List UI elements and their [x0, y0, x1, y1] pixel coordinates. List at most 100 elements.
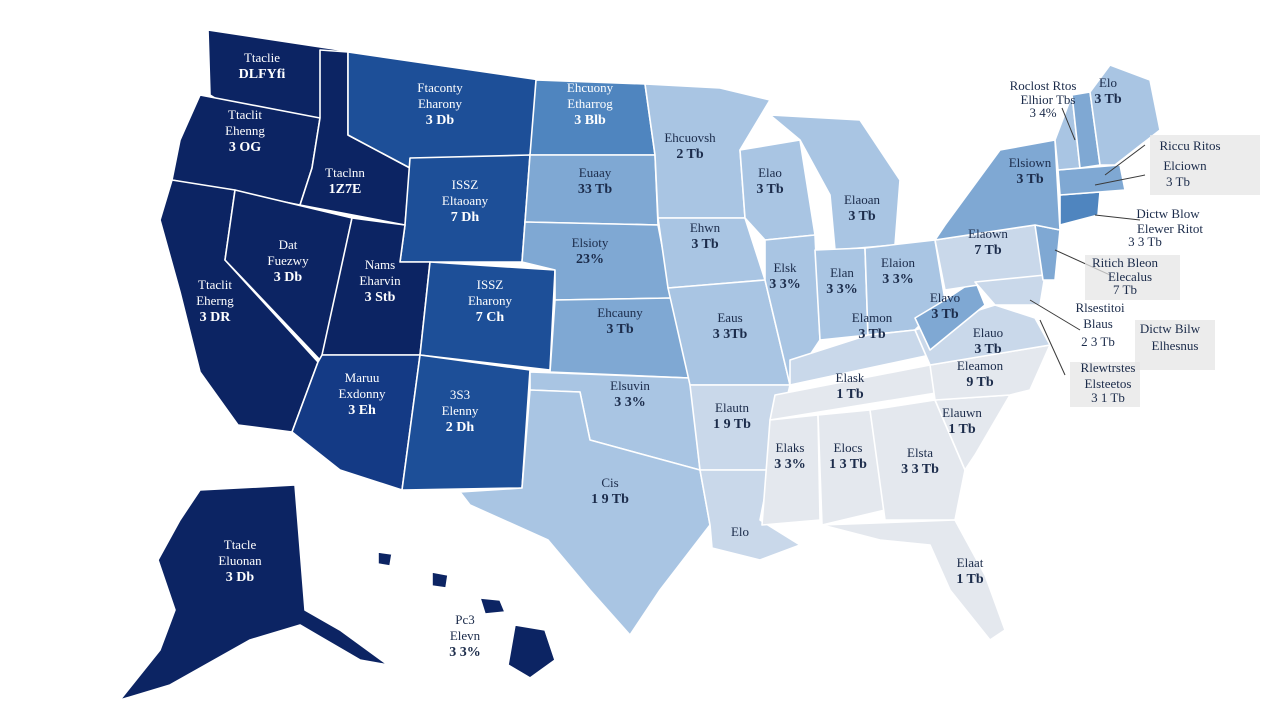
state-label-wi-name: Elao [758, 165, 782, 180]
state-label-tn-name: Elask [836, 370, 865, 385]
state-label-ok-stat: 3 3% [614, 395, 646, 410]
state-label-or-stat: Ehenng [225, 123, 265, 138]
callout-c3-line3: 3 3 Tb [1128, 234, 1162, 249]
callout-c6-line2: Elhesnus [1152, 338, 1199, 353]
callout-c5-line3: 2 3 Tb [1081, 334, 1115, 349]
callout-c2-line3: 3 Tb [1166, 174, 1190, 189]
state-label-fl-name: Elaat [957, 555, 984, 570]
state-md[interactable] [974, 274, 1046, 306]
state-label-nd-name: Ehcuony [567, 80, 614, 95]
callout-c2-box [1150, 135, 1260, 195]
state-label-in-name: Elan [830, 265, 854, 280]
state-label-al-name: Elocs [834, 440, 863, 455]
state-label-id-stat: 1Z7E [329, 182, 362, 197]
state-label-wy-extra: 7 Dh [451, 210, 480, 225]
state-label-ia-stat: 3 Tb [691, 237, 719, 252]
state-label-mi-name: Elaoan [844, 192, 881, 207]
state-label-al-stat: 1 3 Tb [829, 457, 867, 472]
state-label-sc-name: Elauwn [942, 405, 982, 420]
state-label-ca-stat: Eherng [196, 293, 234, 308]
state-label-nc-name: Eleamon [957, 358, 1004, 373]
state-label-va-stat: 3 Tb [974, 342, 1002, 357]
state-label-wv-stat: 3 Tb [931, 307, 959, 322]
state-label-hi-stat: Elevn [450, 628, 481, 643]
state-wy[interactable] [399, 154, 531, 263]
callout-c7-line2: Elsteetos [1085, 376, 1132, 391]
state-label-mo-stat: 3 3Tb [713, 327, 748, 342]
state-label-az-stat: Exdonny [339, 386, 386, 401]
state-me[interactable] [1089, 64, 1161, 166]
state-label-me-name: Elo [1099, 75, 1117, 90]
state-label-ca-name: Ttaclit [198, 277, 232, 292]
state-label-wi-stat: 3 Tb [756, 182, 784, 197]
state-ms[interactable] [761, 414, 821, 526]
state-label-nd-stat: Etharrog [567, 96, 613, 111]
callout-c1: Roclost Rtos Elhior Tbs 3 4% [1010, 78, 1077, 120]
state-fl[interactable] [821, 519, 1006, 641]
state-label-ne-name: Elsioty [572, 235, 609, 250]
state-label-mt-extra: 3 Db [426, 113, 455, 128]
state-label-nm-extra: 2 Dh [446, 420, 475, 435]
callout-c3: Dictw Blow Elewer Ritot 3 3 Tb [1128, 206, 1203, 249]
state-label-ks-name: Ehcauny [597, 305, 643, 320]
state-label-mt-stat: Eharony [418, 96, 463, 111]
state-wv[interactable] [914, 279, 986, 351]
state-ga[interactable] [869, 399, 966, 521]
callout-c1-line3: 3 4% [1029, 105, 1056, 120]
callout-c6: Dictw Bilw Elhesnus [1135, 320, 1215, 370]
state-label-wy-name: ISSZ [452, 177, 479, 192]
state-label-ar-name: Elautn [715, 400, 749, 415]
hi-island-4 [377, 551, 393, 567]
state-label-ny-stat: 3 Tb [1016, 172, 1044, 187]
callout-c2: Riccu Ritos Elciown 3 Tb [1150, 135, 1260, 195]
state-ak[interactable] [119, 484, 389, 701]
state-label-nv-stat: Fuezwy [267, 253, 309, 268]
state-label-sd-stat: 33 Tb [578, 182, 613, 197]
state-label-nm-stat: Elenny [442, 403, 479, 418]
callout-c7-box [1070, 362, 1140, 407]
state-hi[interactable] [507, 624, 556, 679]
callout-c3-line2: Elewer Ritot [1137, 221, 1203, 236]
callout-c7: Rlewtrstes Elsteetos 3 1 Tb [1070, 360, 1140, 407]
state-tx[interactable] [459, 389, 711, 636]
callout-c7-line3: 3 1 Tb [1091, 390, 1125, 405]
state-label-ms-stat: 3 3% [774, 457, 806, 472]
callout-c1-line2: Elhior Tbs [1020, 92, 1075, 107]
state-label-mo-name: Eaus [717, 310, 742, 325]
state-label-fl-stat: 1 Tb [956, 572, 984, 587]
callout-c4: Ritich Bleon Elecalus 7 Tb [1085, 255, 1180, 300]
state-label-az-name: Maruu [345, 370, 380, 385]
state-label-il-name: Elsk [773, 260, 797, 275]
callout-c6-line1: Dictw Bilw [1140, 321, 1201, 336]
state-label-sc-stat: 1 Tb [948, 422, 976, 437]
callout-c5: Rlsestitoi Blaus 2 3 Tb [1075, 300, 1125, 349]
state-label-ar-stat: 1 9 Tb [713, 417, 751, 432]
state-label-ia-name: Ehwn [690, 220, 721, 235]
state-label-id-name: Ttaclnn [325, 165, 365, 180]
state-label-or-name: Ttaclit [228, 107, 262, 122]
state-label-co-extra: 7 Ch [476, 310, 505, 325]
state-label-la-name: Elo [731, 524, 749, 539]
state-label-ca-extra: 3 DR [200, 310, 232, 325]
callout-c5-line1: Rlsestitoi [1075, 300, 1125, 315]
callout-c4-line3: 7 Tb [1113, 282, 1137, 297]
state-label-wv-name: Elavo [930, 290, 960, 305]
state-label-ny-name: Elsiown [1009, 155, 1052, 170]
state-label-ms-name: Elaks [776, 440, 805, 455]
state-label-in-stat: 3 3% [826, 282, 858, 297]
state-label-ok-name: Elsuvin [610, 378, 650, 393]
state-label-ak-name: Ttacle [224, 537, 257, 552]
state-ct[interactable] [1059, 191, 1101, 226]
state-label-hi-name: Pc3 [455, 612, 475, 627]
state-label-co-name: ISSZ [477, 277, 504, 292]
state-label-or-extra: 3 OG [229, 140, 261, 155]
state-label-tn-stat: 1 Tb [836, 387, 864, 402]
callout-c2-line2: Elciown [1163, 158, 1207, 173]
state-label-tx-name: Cis [601, 475, 618, 490]
state-label-nv-name: Dat [279, 237, 298, 252]
state-label-mn-stat: 2 Tb [676, 147, 704, 162]
state-label-mn-name: Ehcuovsh [664, 130, 716, 145]
state-label-mi-stat: 3 Tb [848, 209, 876, 224]
state-ny[interactable] [934, 139, 1061, 241]
